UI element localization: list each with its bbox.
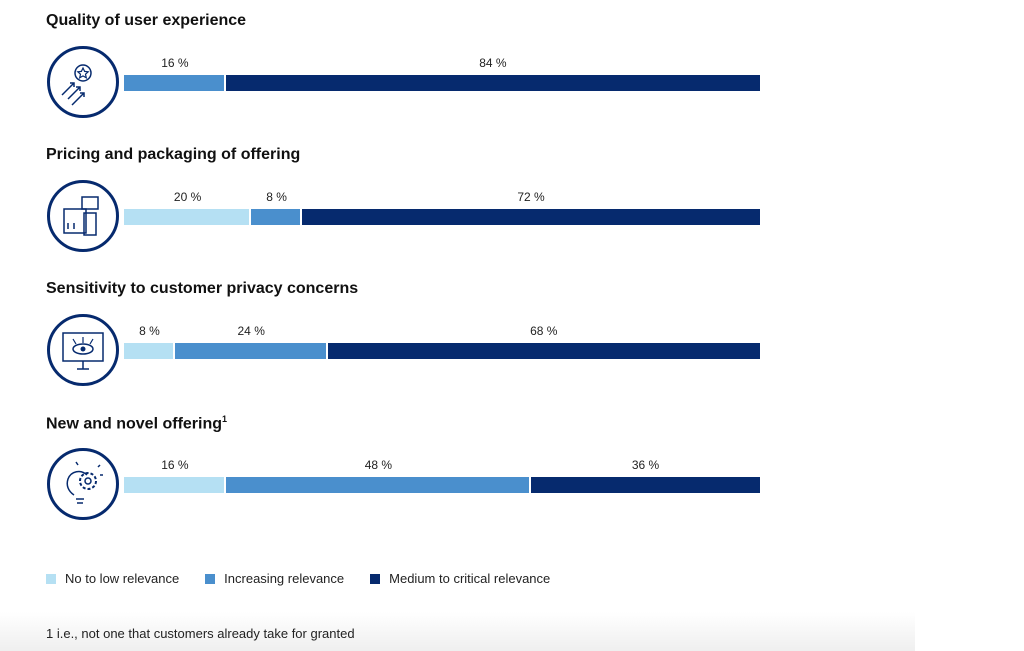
legend-swatch [205, 574, 216, 584]
data-label: 84 % [479, 56, 507, 70]
footnote-area: 1 i.e., not one that customers already t… [0, 612, 915, 651]
data-label: 20 % [173, 190, 202, 204]
category-title: Quality of user experience [46, 12, 247, 29]
data-label: 36 % [631, 458, 660, 472]
bar-segment [124, 343, 173, 359]
legend-label: No to low relevance [65, 571, 180, 586]
data-label: 8 % [266, 190, 287, 204]
bar-segment [225, 477, 530, 493]
category-title: Sensitivity to customer privacy concerns [46, 280, 359, 297]
data-label: 68 % [530, 324, 558, 338]
legend-item: Increasing relevance [205, 571, 344, 586]
data-label: 8 % [139, 324, 160, 338]
bar-segment [327, 343, 760, 359]
monitor-eye-icon [47, 314, 119, 386]
star-arrows-icon [47, 46, 119, 118]
legend-label: Increasing relevance [224, 571, 345, 586]
legend-label: Medium to critical relevance [389, 571, 551, 586]
category-title: Pricing and packaging of offering [46, 146, 301, 163]
bar-segment [251, 209, 301, 225]
bar-segment [124, 477, 224, 493]
legend-swatch [370, 574, 381, 584]
legend-item: No to low relevance [46, 571, 179, 586]
bar-segment [124, 209, 250, 225]
bar-segment [531, 477, 760, 493]
data-label: 72 % [517, 190, 545, 204]
bar-segment [174, 343, 326, 359]
legend-item: Medium to critical relevance [370, 571, 550, 586]
lightbulb-gear-icon [47, 448, 119, 520]
data-label: 16 % [161, 458, 189, 472]
data-label: 48 % [364, 458, 393, 472]
legend: No to low relevance Increasing relevance M… [46, 571, 550, 586]
legend-swatch [46, 574, 56, 584]
data-label: 16 % [161, 56, 189, 70]
footnote: 1 i.e., not one that customers already t… [46, 626, 355, 641]
data-label: 24 % [237, 324, 265, 338]
bar-segment [302, 209, 760, 225]
bar-segment [124, 75, 224, 91]
price-tag-box-icon [47, 180, 119, 252]
bar-segment [225, 75, 760, 91]
category-title: New and novel offering1 [46, 414, 228, 433]
